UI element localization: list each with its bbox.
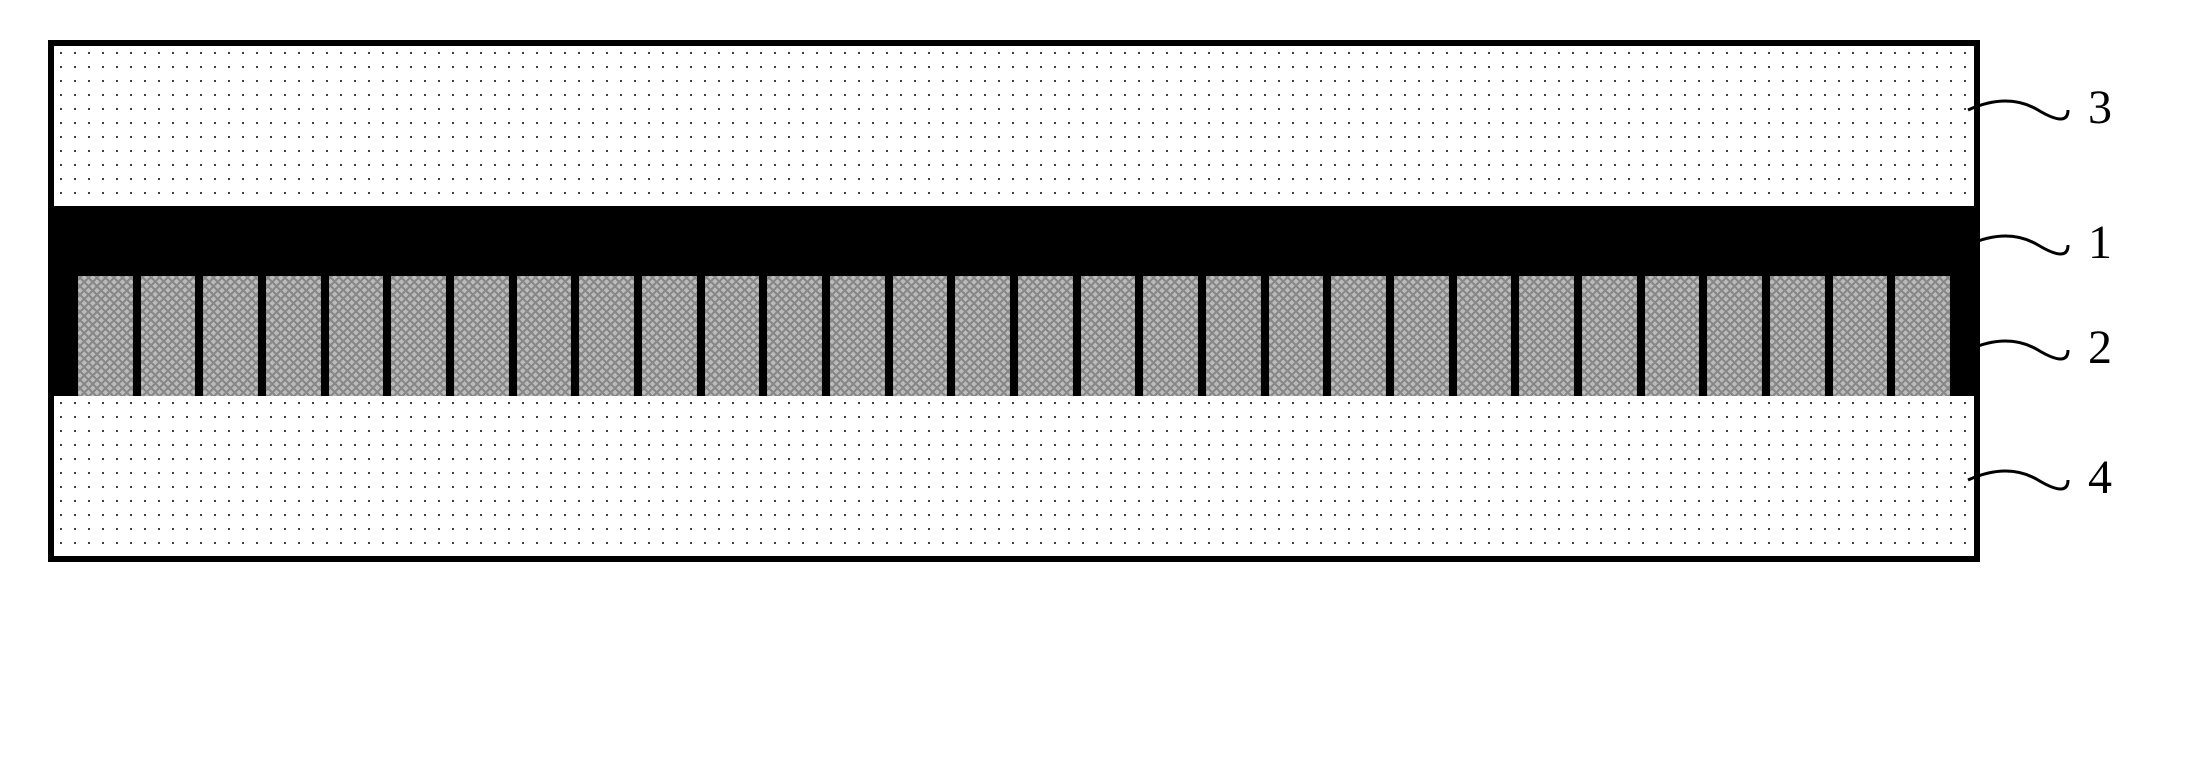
label-4: 4	[2088, 450, 2112, 505]
comb-tooth	[575, 276, 638, 396]
comb-tooth	[1641, 276, 1704, 396]
label-1: 1	[2088, 215, 2112, 270]
comb-tooth	[701, 276, 764, 396]
comb-tooth	[1265, 276, 1328, 396]
comb-tooth	[262, 276, 325, 396]
comb-tooth	[1139, 276, 1202, 396]
comb-tooth	[1891, 276, 1954, 396]
comb-tooth	[387, 276, 450, 396]
layer-top	[54, 46, 1974, 206]
comb-tooth	[1202, 276, 1265, 396]
comb-tooth	[1390, 276, 1453, 396]
comb-tooth	[325, 276, 388, 396]
comb-tooth	[1453, 276, 1516, 396]
layer-bottom	[54, 396, 1974, 556]
comb-tooth	[638, 276, 701, 396]
layer-solid	[54, 206, 1974, 276]
comb-tooth	[74, 276, 137, 396]
comb-tooth	[1578, 276, 1641, 396]
label-3: 3	[2088, 80, 2112, 135]
comb-tooth	[1077, 276, 1140, 396]
comb-tooth	[513, 276, 576, 396]
comb-tooth	[1014, 276, 1077, 396]
comb-tooth	[951, 276, 1014, 396]
comb-tooth	[1829, 276, 1892, 396]
comb-tooth	[826, 276, 889, 396]
comb-tooth	[763, 276, 826, 396]
comb-tooth	[1515, 276, 1578, 396]
lead-lines	[1968, 40, 2148, 580]
comb-tooth	[1327, 276, 1390, 396]
comb-tooth	[199, 276, 262, 396]
layer-stack	[48, 40, 1980, 562]
comb-tooth	[1703, 276, 1766, 396]
comb-tooth	[137, 276, 200, 396]
layer-diagram: 3 1 2 4	[48, 40, 2148, 562]
layer-comb	[54, 276, 1974, 396]
comb-tooth	[889, 276, 952, 396]
comb-tooth	[450, 276, 513, 396]
label-2: 2	[2088, 320, 2112, 375]
comb-tooth	[1766, 276, 1829, 396]
